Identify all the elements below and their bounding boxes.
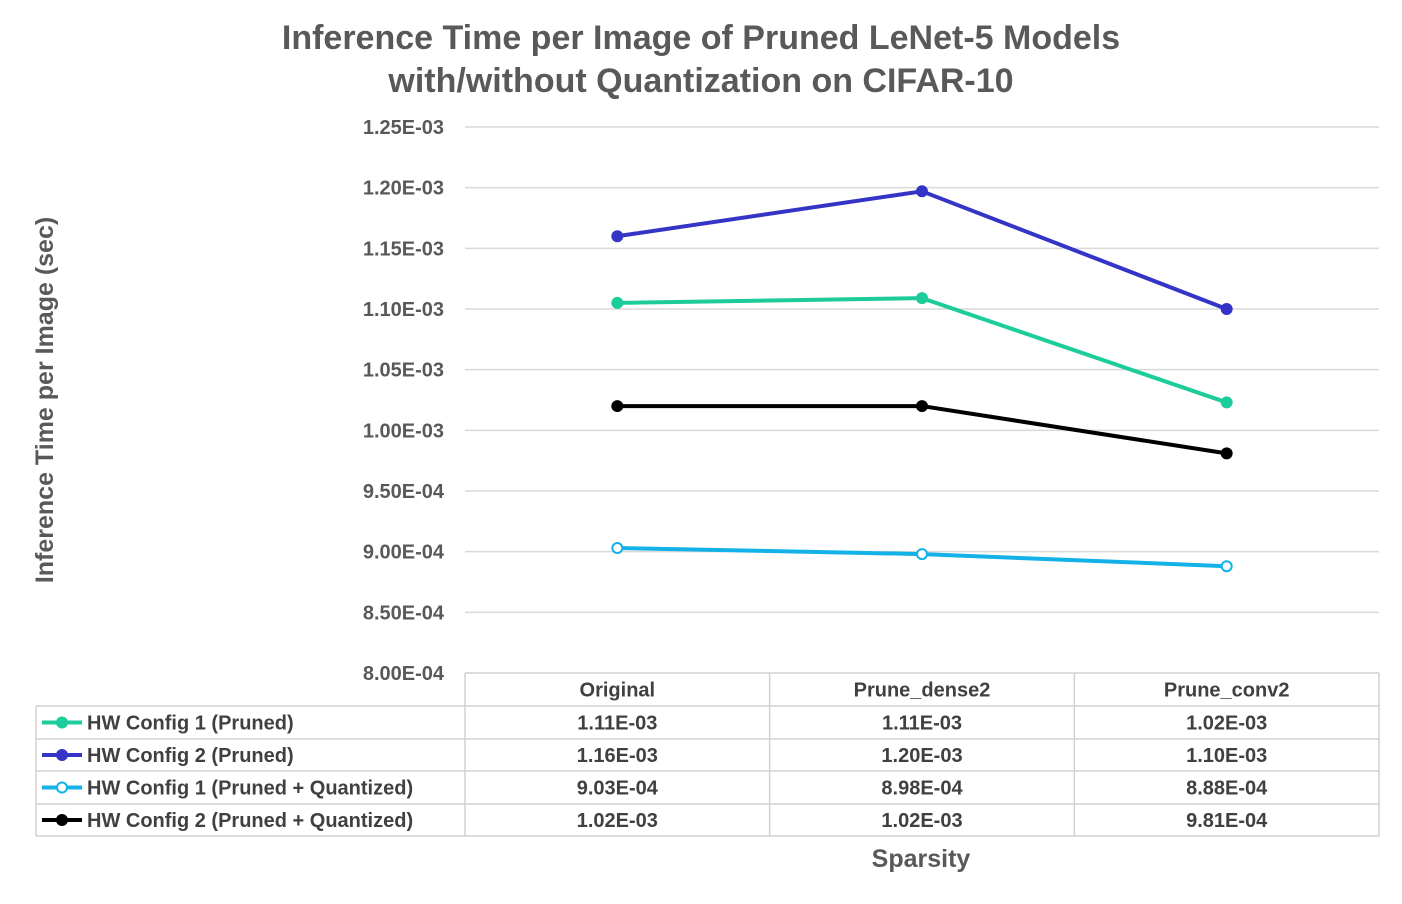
series-hw-config-1-pruned (611, 292, 1233, 409)
legend-label-hw-config-2-pruned: HW Config 2 (Pruned) (87, 745, 294, 767)
x-category-label-prune-dense2: Prune_dense2 (854, 680, 991, 702)
chart-title-line-2: with/without Quantization on CIFAR-10 (387, 62, 1013, 100)
series-line (617, 189, 1228, 311)
x-category-label-prune-conv2: Prune_conv2 (1164, 680, 1290, 702)
data-point (916, 548, 928, 561)
y-tick-label: 1.00E-03 (363, 420, 444, 442)
x-axis-title: Sparsity (872, 845, 971, 873)
table-cell: 1.11E-03 (882, 713, 962, 735)
legend-key-marker (56, 814, 68, 826)
table-cell: 1.10E-03 (1186, 745, 1267, 767)
data-point (1220, 396, 1233, 409)
series-hw-config-2-pruned-quantized (611, 400, 1233, 460)
table-cell: 1.02E-03 (1186, 713, 1267, 735)
data-point (611, 230, 624, 243)
y-tick-label: 1.15E-03 (363, 238, 444, 260)
legend-key-marker (56, 716, 68, 729)
y-tick-label: 1.05E-03 (363, 360, 444, 382)
legend-label-hw-config-2-pruned-quantized: HW Config 2 (Pruned + Quantized) (87, 810, 413, 832)
data-point (916, 185, 928, 198)
data-point (1220, 560, 1233, 573)
data-point (611, 296, 624, 309)
legend-key-hw-config-1-pruned-quantized (42, 781, 82, 794)
series-hw-config-2-pruned (611, 185, 1233, 315)
chart-title-line-1: Inference Time per Image of Pruned LeNet… (282, 19, 1120, 57)
table-cell: 1.16E-03 (577, 745, 658, 767)
data-point (916, 292, 928, 305)
y-tick-label: 1.20E-03 (363, 178, 444, 200)
y-axis-title: Inference Time per Image (sec) (31, 217, 59, 583)
legend-key-marker (56, 781, 68, 794)
legend-key-marker (56, 749, 68, 761)
data-table: Original Prune_dense2 Prune_conv2 HW Config… (35, 672, 1380, 837)
table-cell: 1.02E-03 (881, 810, 962, 832)
table-cell: 9.03E-04 (577, 778, 659, 800)
gridlines (465, 126, 1379, 614)
y-tick-label: 9.00E-04 (363, 542, 445, 564)
y-tick-label: 9.50E-04 (363, 481, 445, 503)
legend-key-hw-config-1-pruned (42, 716, 82, 729)
y-axis-ticks: 8.00E-04 8.50E-04 9.00E-04 9.50E-04 1.00E-03… (363, 117, 445, 685)
legend-label-hw-config-1-pruned-quantized: HW Config 1 (Pruned + Quantized) (87, 778, 413, 800)
y-tick-label: 8.00E-04 (363, 663, 445, 685)
legend-key-hw-config-2-pruned (42, 749, 82, 761)
y-tick-label: 8.50E-04 (363, 602, 445, 624)
data-point (611, 542, 624, 555)
chart-title: Inference Time per Image of Pruned LeNet… (282, 19, 1120, 100)
y-tick-label: 1.10E-03 (363, 299, 444, 321)
series-hw-config-1-pruned-quantized (611, 542, 1233, 573)
table-cell: 9.81E-04 (1186, 810, 1268, 832)
data-point (916, 400, 928, 413)
table-cell: 1.02E-03 (577, 810, 658, 832)
table-cell: 1.20E-03 (881, 745, 962, 767)
y-tick-label: 1.25E-03 (363, 117, 444, 139)
legend-key-hw-config-2-pruned-quantized (42, 814, 82, 826)
data-point (1220, 303, 1233, 315)
data-point (611, 400, 624, 413)
table-cell: 1.11E-03 (577, 713, 657, 735)
series-line (617, 296, 1228, 405)
series-lines (611, 185, 1233, 573)
table-cell: 8.88E-04 (1186, 778, 1268, 800)
legend-label-hw-config-1-pruned: HW Config 1 (Pruned) (87, 713, 294, 735)
data-point (1220, 447, 1233, 460)
table-cell: 8.98E-04 (881, 778, 963, 800)
x-category-label-original: Original (580, 680, 656, 702)
